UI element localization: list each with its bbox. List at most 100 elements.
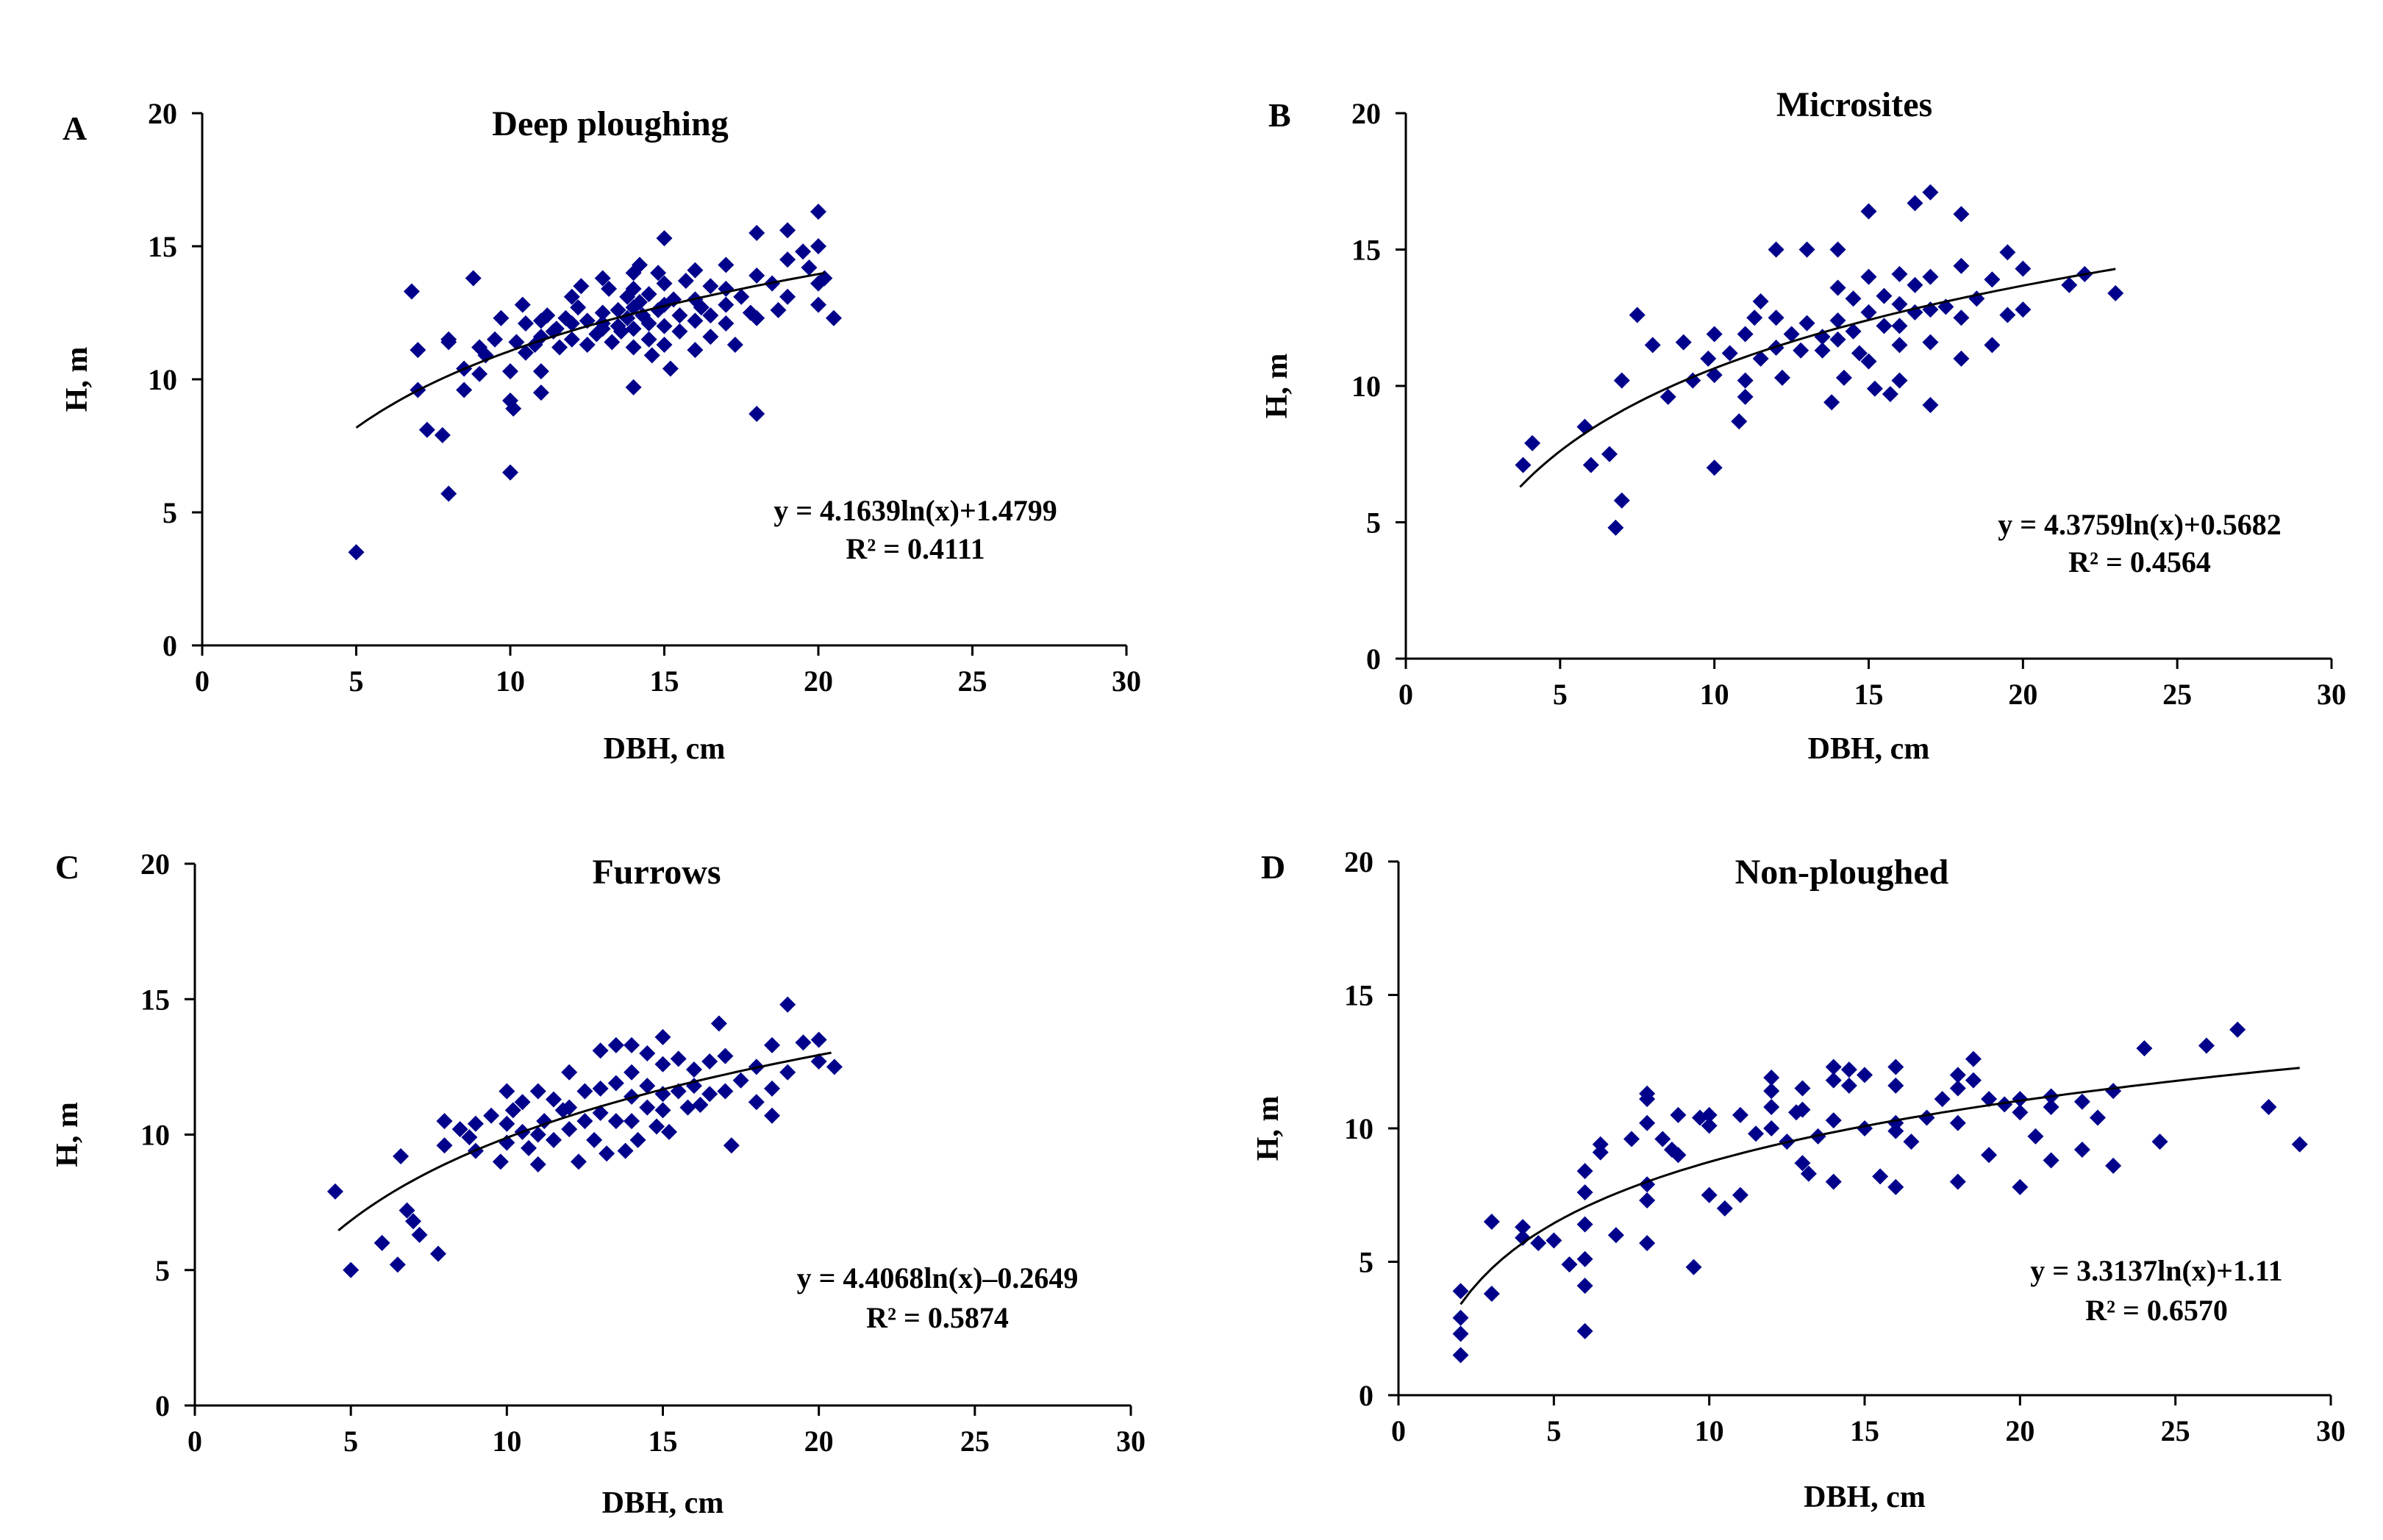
data-point <box>1706 326 1723 343</box>
x-tick-label: 10 <box>496 665 525 698</box>
data-point <box>1949 1080 1966 1097</box>
data-point <box>607 1075 624 1092</box>
panel-label: D <box>1261 848 1285 886</box>
x-tick-label: 5 <box>343 1425 358 1458</box>
x-tick-label: 15 <box>1854 678 1884 711</box>
data-point <box>702 329 719 345</box>
data-point <box>436 1137 453 1154</box>
data-point <box>1814 342 1831 359</box>
x-tick-label: 20 <box>804 665 833 698</box>
data-point <box>2260 1098 2277 1115</box>
data-point <box>594 320 611 337</box>
data-point <box>551 339 568 356</box>
x-tick-label: 30 <box>2317 678 2346 711</box>
data-point <box>2291 1136 2308 1153</box>
data-point <box>2012 1104 2029 1121</box>
x-tick-label: 5 <box>1553 678 1568 711</box>
x-tick-label: 25 <box>958 665 987 698</box>
data-point <box>348 544 365 561</box>
data-point <box>654 1028 671 1045</box>
data-point <box>1701 1106 1718 1123</box>
data-point <box>679 1099 696 1116</box>
data-point <box>1721 345 1738 362</box>
y-tick-label: 20 <box>1344 845 1373 878</box>
data-point <box>701 1053 718 1070</box>
data-point <box>410 342 426 359</box>
data-point <box>1825 1059 1842 1075</box>
data-point <box>617 1142 634 1159</box>
trend-equation: y = 4.3759ln(x)+0.5682 <box>1998 508 2282 541</box>
y-tick-label: 15 <box>1351 234 1381 267</box>
data-point <box>1701 1117 1718 1134</box>
data-point <box>656 318 673 334</box>
data-point <box>656 336 673 353</box>
data-point <box>1922 184 1939 201</box>
data-point <box>389 1256 406 1273</box>
x-tick-label: 15 <box>1850 1414 1879 1447</box>
y-tick-label: 10 <box>140 1119 170 1152</box>
data-point <box>1607 519 1624 536</box>
data-point <box>671 323 688 340</box>
data-point <box>1737 326 1754 343</box>
x-axis-label: DBH, cm <box>1804 1480 1926 1514</box>
chart-panel-a: 0 5 10 15 20 25 30 0 5 10 15 20 DBH, cm H, m A Deep plo… <box>60 97 1141 766</box>
data-point <box>1887 1178 1904 1195</box>
data-point <box>1607 1227 1624 1244</box>
data-point <box>764 1080 781 1097</box>
trend-equation: y = 4.4068ln(x)–0.2649 <box>797 1261 1079 1294</box>
data-point <box>625 339 642 356</box>
data-point <box>1840 1061 1857 1078</box>
data-point <box>514 1094 531 1111</box>
data-point <box>570 299 587 316</box>
trend-line <box>1519 268 2116 488</box>
data-point <box>1965 1072 1982 1089</box>
data-point <box>545 1091 562 1108</box>
data-point <box>639 1045 656 1061</box>
data-point <box>1903 1133 1920 1150</box>
data-point <box>2151 1133 2168 1150</box>
data-point <box>440 485 457 502</box>
trend-equation: y = 4.1639ln(x)+1.4799 <box>774 494 1057 527</box>
panel-label: C <box>55 848 79 886</box>
x-tick-label: 0 <box>1398 678 1413 711</box>
data-point <box>502 464 518 481</box>
x-tick-label: 15 <box>650 665 679 698</box>
data-point <box>640 315 657 332</box>
data-point <box>548 320 565 337</box>
data-point <box>1639 1091 1656 1108</box>
data-point <box>1452 1283 1469 1300</box>
r-squared: R² = 0.5874 <box>866 1301 1009 1334</box>
data-point <box>1891 296 1908 312</box>
data-point <box>576 1113 593 1130</box>
data-point <box>471 365 488 382</box>
data-point <box>1953 309 1970 326</box>
data-point <box>1845 290 1862 307</box>
data-point <box>492 1153 509 1170</box>
data-point <box>1706 459 1723 476</box>
data-point <box>660 1123 677 1140</box>
data-point <box>640 331 657 348</box>
data-point <box>1685 1258 1702 1275</box>
data-point <box>607 1113 624 1130</box>
data-point <box>561 1121 578 1138</box>
data-point <box>726 336 743 353</box>
data-point <box>499 1115 515 1132</box>
y-tick-label: 10 <box>1344 1112 1373 1145</box>
data-point <box>1732 1186 1748 1203</box>
data-point <box>594 304 611 321</box>
chart-title: Non-ploughed <box>1735 853 1949 892</box>
chart-panel-b: 0 5 10 15 20 25 30 0 5 10 15 20 DBH, cm H, m B Microsit… <box>1260 85 2346 766</box>
data-point <box>1798 241 1815 258</box>
data-point <box>692 1096 709 1113</box>
data-point <box>1860 203 1877 220</box>
data-point <box>532 363 549 380</box>
data-point <box>656 275 673 292</box>
data-point <box>1857 1067 1873 1084</box>
data-point <box>624 1113 640 1130</box>
data-point <box>399 1202 415 1219</box>
data-point <box>393 1147 410 1164</box>
data-point <box>604 334 621 351</box>
data-point <box>687 342 704 359</box>
data-point <box>1752 350 1769 367</box>
data-point <box>563 331 580 348</box>
